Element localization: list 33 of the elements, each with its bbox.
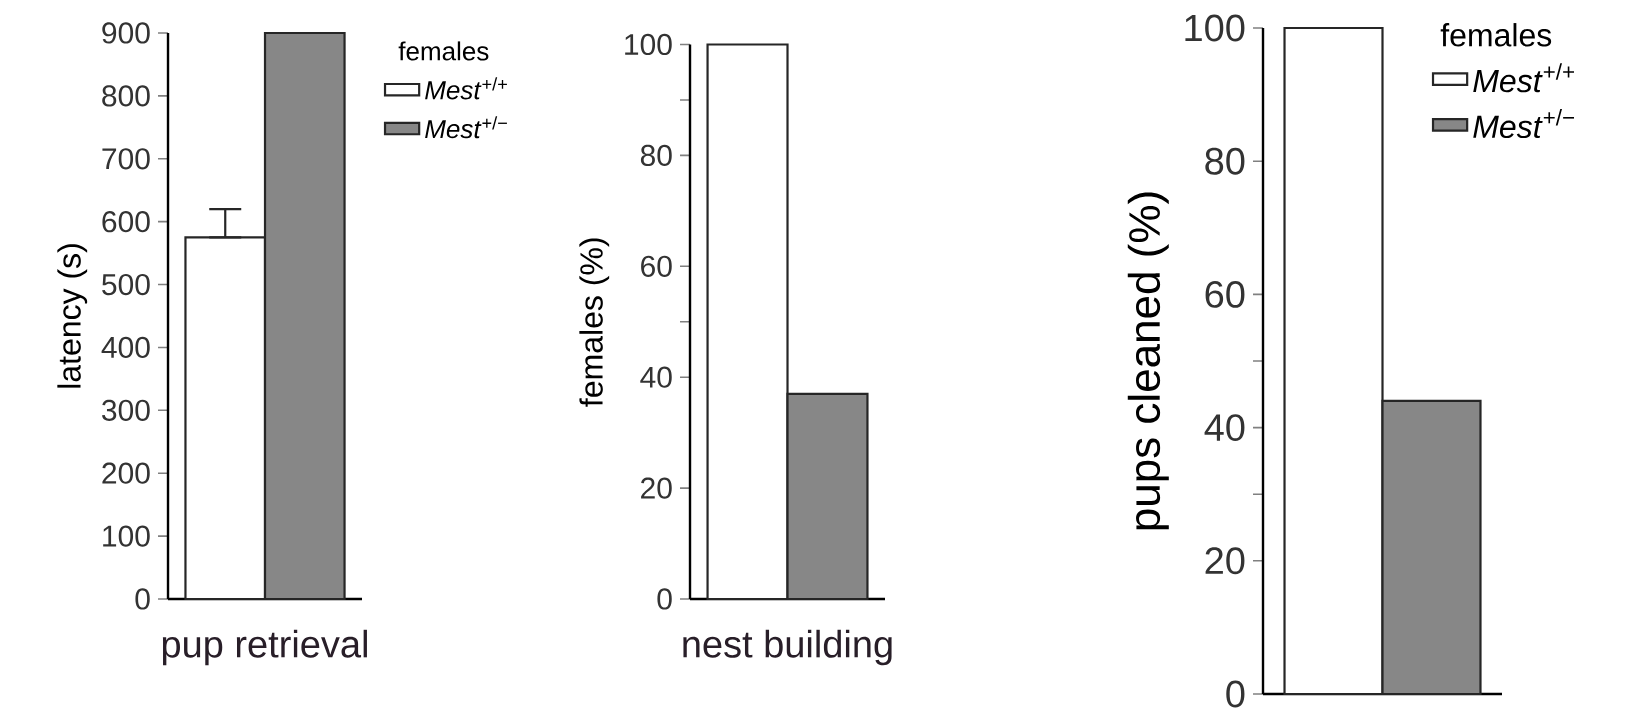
y-tick-label: 100 — [103, 525, 150, 547]
y-tick-label: 700 — [102, 148, 150, 170]
y-tick-label: 80 — [640, 144, 672, 166]
y-tick-label: 600 — [102, 211, 150, 233]
x-axis-title: nest building — [683, 629, 892, 666]
y-tick-label: 500 — [102, 273, 150, 296]
y-tick-label: 20 — [1205, 547, 1245, 575]
y-tick-label: 400 — [101, 336, 150, 359]
y-tick-label: 0 — [1226, 680, 1245, 708]
y-tick-label: 900 — [102, 22, 150, 44]
y-axis-title: latency (s) — [57, 244, 88, 388]
y-tick-label: 80 — [1205, 147, 1245, 175]
y-tick-label: 40 — [640, 366, 672, 388]
y-tick-label: 100 — [625, 33, 672, 56]
legend-title: females — [1440, 23, 1552, 47]
legend-title: females — [398, 41, 489, 61]
y-axis-title: females (%) — [579, 238, 610, 407]
y-tick-label: 60 — [641, 255, 672, 277]
y-tick-label: 40 — [1204, 414, 1245, 442]
x-axis-title: pup retrieval — [162, 629, 367, 666]
legend-label: Mest$^{+/+}$ — [1473, 63, 1574, 93]
y-tick-label: 800 — [102, 85, 150, 107]
legend-label: Mest$^{+/+}$ — [425, 77, 507, 100]
y-tick-label: 20 — [641, 477, 672, 499]
y-tick-label: 0 — [657, 588, 672, 610]
y-tick-label: 200 — [102, 462, 150, 484]
legend-label: Mest$^{+/−}$ — [1473, 109, 1574, 139]
y-tick-label: 300 — [102, 399, 150, 421]
y-tick-label: 60 — [1205, 280, 1245, 308]
y-axis-title: pups cleaned (%) — [1127, 192, 1169, 530]
y-tick-label: 0 — [135, 588, 150, 610]
legend-label: Mest$^{+/−}$ — [425, 116, 507, 139]
y-tick-label: 100 — [1185, 14, 1245, 42]
